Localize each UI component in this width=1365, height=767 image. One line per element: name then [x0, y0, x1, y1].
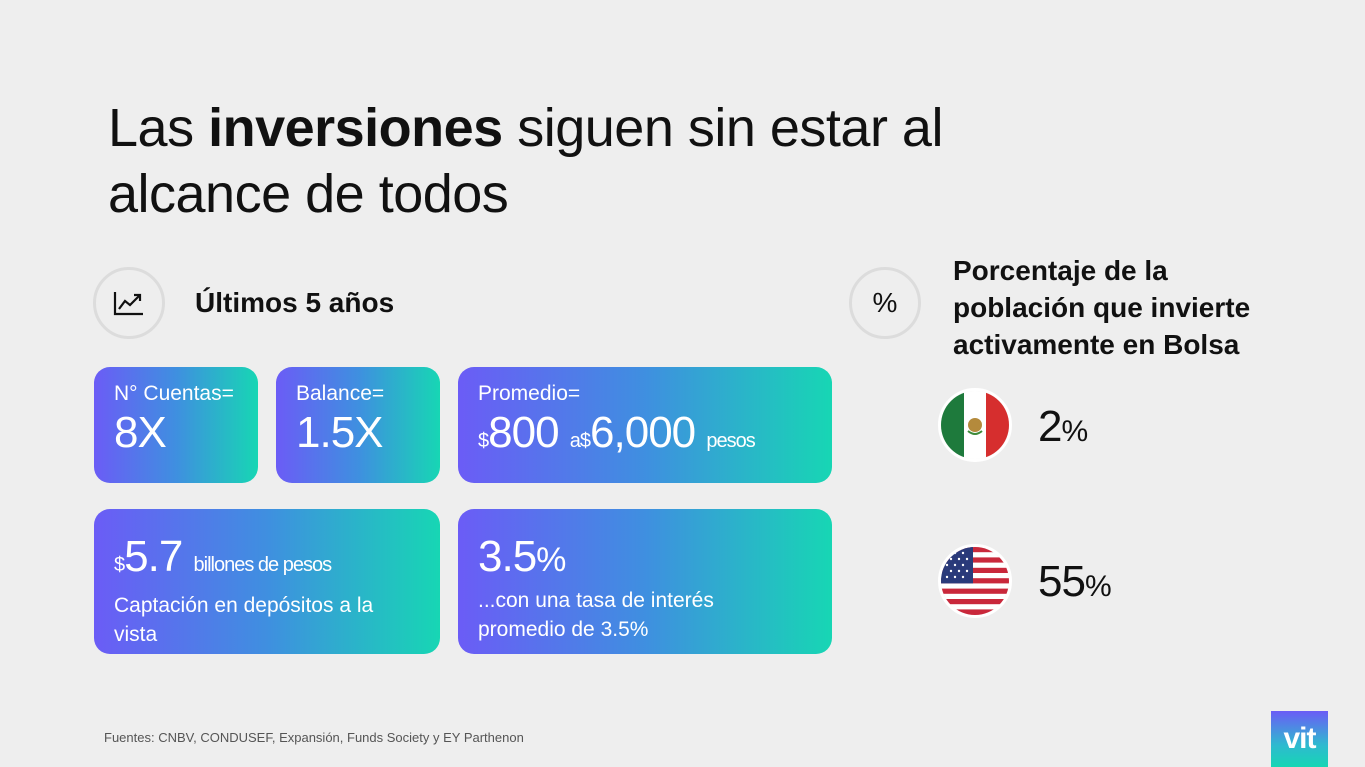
percent-sign: % [536, 541, 566, 579]
page-title: Las inversiones siguen sin estar al alca… [108, 95, 1008, 227]
percent-sign: % [1084, 570, 1112, 603]
usa-percentage: 55% [1038, 557, 1112, 607]
mexico-percentage: 2% [1038, 402, 1088, 452]
section-label-left: Últimos 5 años [195, 287, 395, 318]
percent-sign: % [1061, 415, 1088, 448]
card-cuentas: N° Cuentas= 8X [94, 367, 258, 483]
unit: pesos [706, 430, 755, 452]
mexico-flag [938, 388, 1012, 462]
percentage-value: 55 [1038, 557, 1086, 606]
card-tasa: 3.5% ...con una tasa de interés promedio… [458, 509, 832, 654]
card-label: N° Cuentas= [114, 382, 234, 405]
title-prefix: Las [108, 98, 209, 158]
amount: 5.7 [124, 532, 183, 581]
currency-sign: $ [114, 554, 125, 576]
amount-max: 6,000 [590, 408, 696, 457]
currency-sign: $ [579, 430, 591, 452]
card-label: Balance= [296, 382, 385, 405]
percent-icon: % [849, 267, 921, 339]
chart-line-icon [93, 267, 165, 339]
card-value: $800 a$6,000 pesos [478, 407, 812, 467]
title-suffix: siguen sin estar al alcance de todos [108, 98, 943, 224]
card-text: Captación en depósitos a la vista [114, 594, 374, 646]
currency-sign: $ [478, 430, 489, 452]
amount-min: 800 [488, 408, 559, 457]
card-promedio: Promedio= $800 a$6,000 pesos [458, 367, 832, 483]
title-bold: inversiones [208, 98, 503, 158]
rate-value: 3.5 [478, 532, 537, 581]
card-value: $5.7 billones de pesos [114, 531, 420, 591]
percent-glyph: % [872, 287, 898, 318]
card-balance: Balance= 1.5X [276, 367, 440, 483]
card-value: 3.5% [478, 531, 812, 586]
unit: billones de pesos [193, 554, 333, 576]
card-label: Promedio= [478, 382, 581, 405]
section-label-right: Porcentaje de la población que invierte … [953, 255, 1251, 360]
card-text: ...con una tasa de interés promedio de 3… [478, 589, 714, 641]
card-billones: $5.7 billones de pesos Captación en depó… [94, 509, 440, 654]
card-value: 1.5X [296, 408, 384, 457]
sources-footnote: Fuentes: CNBV, CONDUSEF, Expansión, Fund… [104, 730, 524, 745]
usa-flag [938, 544, 1012, 618]
card-value: 8X [114, 408, 167, 457]
vit-logo: vit [1271, 711, 1328, 767]
percentage-value: 2 [1038, 402, 1063, 451]
connector: a [569, 430, 581, 452]
